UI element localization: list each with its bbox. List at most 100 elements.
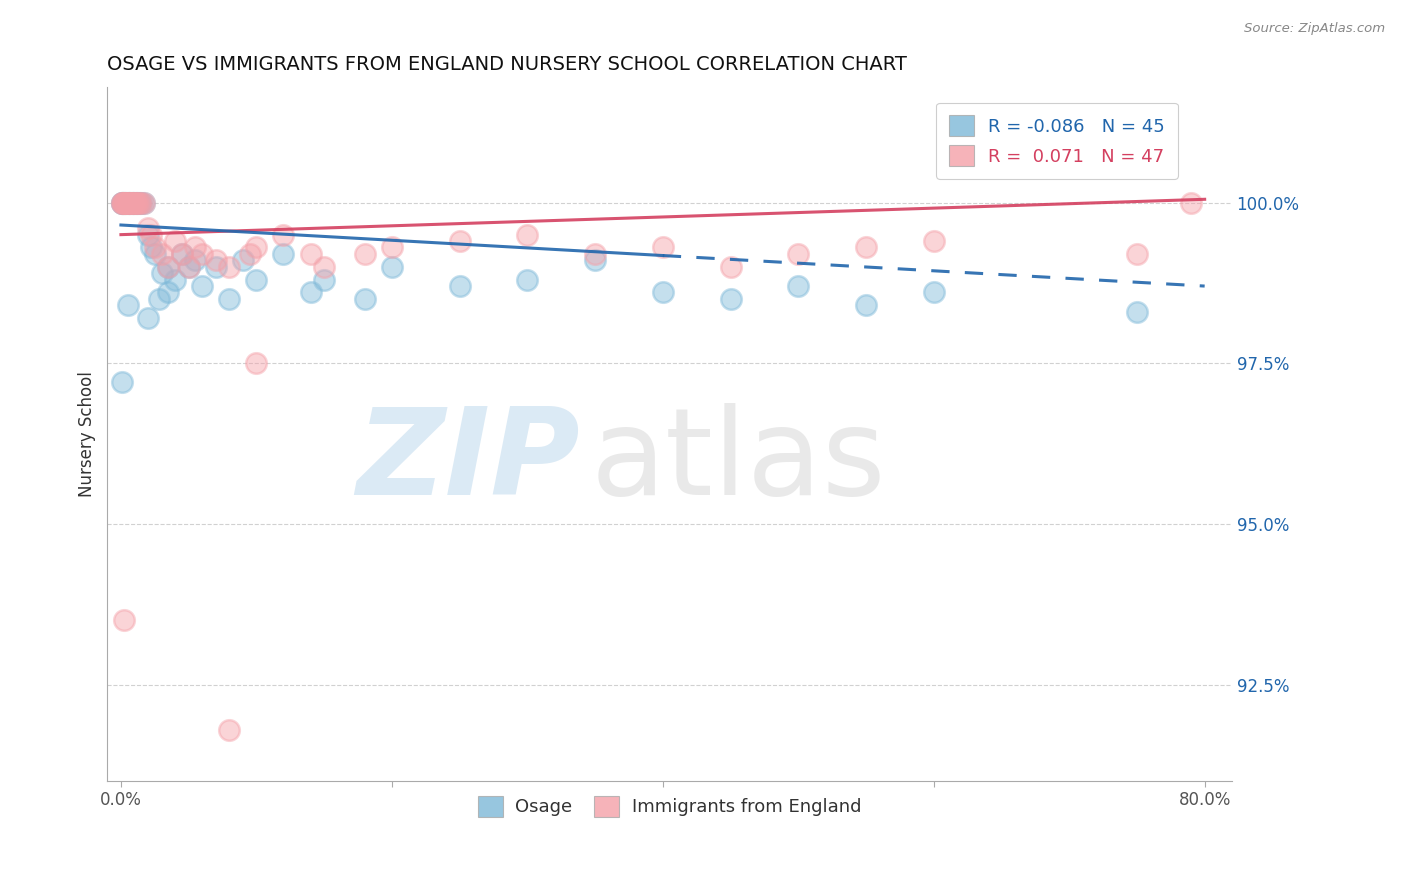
Point (110, 195, 132, 210)
Point (299, 247, 322, 261)
Point (128, 195, 150, 210)
Point (218, 292, 240, 306)
Point (118, 195, 141, 210)
Point (353, 247, 375, 261)
Point (232, 253, 254, 268)
Point (136, 227, 159, 242)
Text: Source: ZipAtlas.com: Source: ZipAtlas.com (1244, 22, 1385, 36)
Point (127, 195, 149, 210)
Point (191, 279, 214, 293)
Point (129, 195, 152, 210)
Point (583, 247, 606, 261)
Point (204, 260, 226, 274)
Point (111, 195, 134, 210)
Point (1180, 195, 1202, 210)
Point (157, 260, 180, 274)
Point (111, 195, 134, 210)
Point (651, 285, 673, 300)
Point (583, 253, 606, 268)
Point (111, 195, 134, 210)
Point (184, 240, 207, 254)
Point (114, 195, 136, 210)
Point (127, 195, 149, 210)
Point (157, 260, 180, 274)
Point (136, 311, 159, 326)
Point (136, 221, 159, 235)
Point (787, 247, 810, 261)
Point (124, 195, 146, 210)
Point (855, 298, 877, 312)
Point (184, 253, 207, 268)
Point (177, 260, 200, 274)
Point (121, 195, 143, 210)
Point (120, 195, 142, 210)
Point (516, 272, 538, 286)
Point (139, 227, 162, 242)
Point (449, 234, 471, 248)
Point (139, 240, 162, 254)
Point (132, 195, 155, 210)
Point (449, 279, 471, 293)
Point (245, 356, 267, 370)
Point (855, 240, 877, 254)
Point (115, 195, 138, 210)
Text: OSAGE VS IMMIGRANTS FROM ENGLAND NURSERY SCHOOL CORRELATION CHART: OSAGE VS IMMIGRANTS FROM ENGLAND NURSERY… (107, 55, 907, 74)
Point (117, 195, 139, 210)
Point (381, 260, 404, 274)
Point (720, 260, 742, 274)
Point (245, 240, 267, 254)
Point (129, 195, 152, 210)
Point (110, 195, 132, 210)
Point (111, 195, 134, 210)
Point (150, 266, 173, 280)
Point (218, 260, 240, 274)
Point (143, 240, 166, 254)
Point (122, 195, 145, 210)
Point (120, 195, 142, 210)
Point (112, 613, 135, 627)
Point (165, 272, 187, 286)
Point (299, 285, 322, 300)
Point (245, 272, 267, 286)
Point (157, 285, 180, 300)
Point (922, 285, 945, 300)
Point (651, 240, 673, 254)
Point (1126, 247, 1149, 261)
Point (132, 195, 155, 210)
Point (148, 292, 170, 306)
Point (381, 240, 404, 254)
Point (787, 279, 810, 293)
Point (720, 292, 742, 306)
Legend: Osage, Immigrants from England: Osage, Immigrants from England (470, 789, 869, 824)
Point (314, 260, 336, 274)
Point (115, 195, 138, 210)
Point (112, 195, 135, 210)
Point (110, 376, 132, 390)
Point (150, 247, 173, 261)
Point (114, 195, 136, 210)
Y-axis label: Nursery School: Nursery School (79, 371, 96, 497)
Point (117, 298, 139, 312)
Point (170, 247, 193, 261)
Text: ZIP: ZIP (356, 403, 579, 520)
Point (124, 195, 146, 210)
Point (112, 195, 135, 210)
Point (128, 195, 150, 210)
Point (353, 292, 375, 306)
Point (273, 227, 295, 242)
Point (122, 195, 145, 210)
Point (191, 247, 214, 261)
Point (922, 234, 945, 248)
Point (125, 195, 148, 210)
Point (125, 195, 148, 210)
Point (165, 234, 187, 248)
Point (121, 195, 143, 210)
Point (143, 247, 166, 261)
Point (118, 195, 141, 210)
Point (314, 272, 336, 286)
Text: atlas: atlas (591, 403, 887, 520)
Point (177, 260, 200, 274)
Point (204, 253, 226, 268)
Point (516, 227, 538, 242)
Point (273, 247, 295, 261)
